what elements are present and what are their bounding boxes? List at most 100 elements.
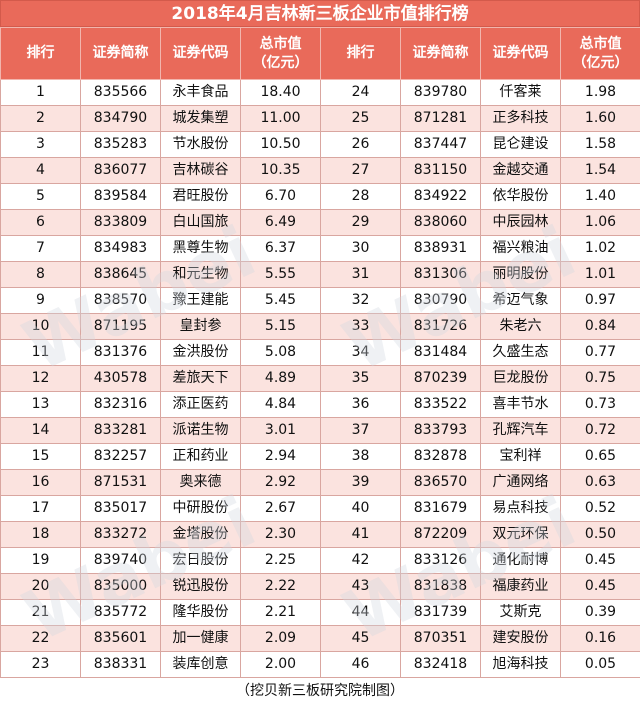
table-cell: 1 [1, 80, 81, 106]
table-cell: 中研股份 [161, 496, 241, 522]
column-header: 证券代码 [481, 28, 561, 80]
table-cell: 节水股份 [161, 132, 241, 158]
table-title: 2018年4月吉林新三板企业市值排行榜 [0, 0, 640, 27]
table-cell: 和元生物 [161, 262, 241, 288]
table-cell: 832316 [81, 392, 161, 418]
table-cell: 833793 [401, 418, 481, 444]
table-cell: 1.06 [561, 210, 640, 236]
table-cell: 宝利祥 [481, 444, 561, 470]
table-cell: 11 [1, 340, 81, 366]
table-cell: 835566 [81, 80, 161, 106]
table-cell: 833522 [401, 392, 481, 418]
table-cell: 21 [1, 600, 81, 626]
table-cell: 朱老六 [481, 314, 561, 340]
table-cell: 0.73 [561, 392, 640, 418]
table-cell: 833272 [81, 522, 161, 548]
column-header: 证券简称 [81, 28, 161, 80]
table-cell: 黑尊生物 [161, 236, 241, 262]
table-cell: 871195 [81, 314, 161, 340]
table-cell: 835283 [81, 132, 161, 158]
table-cell: 2.67 [241, 496, 321, 522]
table-cell: 38 [321, 444, 401, 470]
table-cell: 1.54 [561, 158, 640, 184]
table-cell: 23 [1, 652, 81, 678]
table-cell: 0.50 [561, 522, 640, 548]
table-cell: 838645 [81, 262, 161, 288]
table-cell: 仟客莱 [481, 80, 561, 106]
table-cell: 锐迅股份 [161, 574, 241, 600]
table-cell: 871281 [401, 106, 481, 132]
table-cell: 3 [1, 132, 81, 158]
table-cell: 正多科技 [481, 106, 561, 132]
table-cell: 39 [321, 470, 401, 496]
table-cell: 25 [321, 106, 401, 132]
table-cell: 8 [1, 262, 81, 288]
column-header: 总市值（亿元） [241, 28, 321, 80]
table-cell: 833809 [81, 210, 161, 236]
table-cell: 奥来德 [161, 470, 241, 496]
table-cell: 24 [321, 80, 401, 106]
table-cell: 834790 [81, 106, 161, 132]
table-cell: 36 [321, 392, 401, 418]
table-cell: 34 [321, 340, 401, 366]
table-cell: 1.98 [561, 80, 640, 106]
table-cell: 870239 [401, 366, 481, 392]
table-cell: 0.77 [561, 340, 640, 366]
table-cell: 皇封参 [161, 314, 241, 340]
table-cell: 0.65 [561, 444, 640, 470]
table-cell: 旭海科技 [481, 652, 561, 678]
table-cell: 832878 [401, 444, 481, 470]
table-cell: 12 [1, 366, 81, 392]
table-cell: 永丰食品 [161, 80, 241, 106]
table-cell: 833126 [401, 548, 481, 574]
table-cell: 32 [321, 288, 401, 314]
table-cell: 巨龙股份 [481, 366, 561, 392]
table-cell: 35 [321, 366, 401, 392]
table-cell: 2.94 [241, 444, 321, 470]
column-header: 排行 [1, 28, 81, 80]
table-cell: 831726 [401, 314, 481, 340]
table-cell: 30 [321, 236, 401, 262]
table-cell: 希迈气象 [481, 288, 561, 314]
table-cell: 6 [1, 210, 81, 236]
table-cell: 839584 [81, 184, 161, 210]
table-cell: 中辰园林 [481, 210, 561, 236]
table-cell: 2.21 [241, 600, 321, 626]
table-cell: 831739 [401, 600, 481, 626]
table-cell: 29 [321, 210, 401, 236]
table-cell: 建安股份 [481, 626, 561, 652]
table-cell: 5.45 [241, 288, 321, 314]
table-cell: 835601 [81, 626, 161, 652]
table-cell: 831150 [401, 158, 481, 184]
column-header: 排行 [321, 28, 401, 80]
table-cell: 双元环保 [481, 522, 561, 548]
table-cell: 40 [321, 496, 401, 522]
table-cell: 易点科技 [481, 496, 561, 522]
table-cell: 20 [1, 574, 81, 600]
table-cell: 2.00 [241, 652, 321, 678]
table-cell: 1.60 [561, 106, 640, 132]
table-cell: 派诺生物 [161, 418, 241, 444]
table-cell: 836570 [401, 470, 481, 496]
table-cell: 46 [321, 652, 401, 678]
table-cell: 833281 [81, 418, 161, 444]
table-cell: 0.63 [561, 470, 640, 496]
table-cell: 19 [1, 548, 81, 574]
table-cell: 10.50 [241, 132, 321, 158]
table-cell: 6.70 [241, 184, 321, 210]
table-cell: 君旺股份 [161, 184, 241, 210]
table-cell: 1.02 [561, 236, 640, 262]
table-cell: 430578 [81, 366, 161, 392]
table-cell: 838931 [401, 236, 481, 262]
